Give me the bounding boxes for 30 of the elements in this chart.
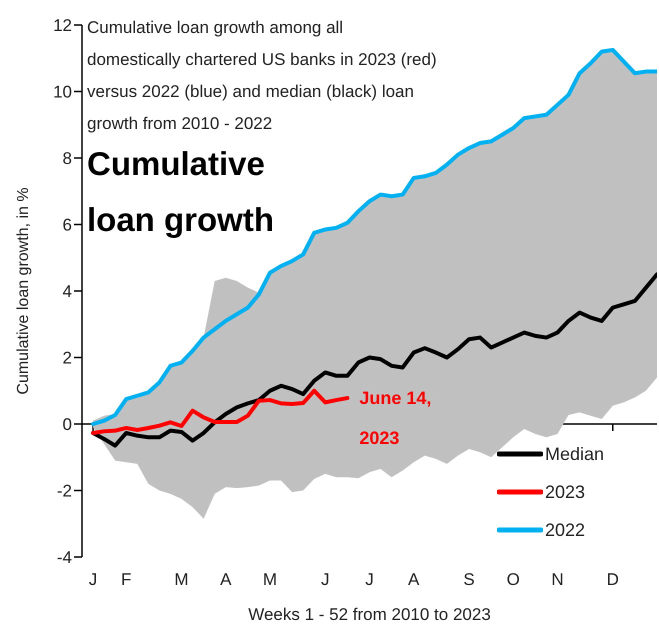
y-tick-label: 12 bbox=[53, 16, 72, 36]
x-tick-label: M bbox=[174, 570, 189, 590]
y-axis-title: Cumulative loan growth, in % bbox=[15, 187, 32, 395]
y-tick-label: -2 bbox=[56, 482, 72, 501]
x-tick-label: J bbox=[321, 570, 330, 590]
y-tick-label: 8 bbox=[62, 149, 72, 168]
y-tick-label: 6 bbox=[62, 216, 72, 235]
x-axis-title: Weeks 1 - 52 from 2010 to 2023 bbox=[248, 605, 491, 624]
x-tick-label: A bbox=[408, 570, 420, 590]
y-tick-label: 4 bbox=[62, 282, 72, 302]
y-tick-label: -4 bbox=[56, 548, 72, 568]
legend-label: 2022 bbox=[544, 520, 585, 540]
legend-label: 2023 bbox=[544, 482, 585, 502]
annotation: June 14, 2023 bbox=[359, 387, 432, 450]
x-tick-label: J bbox=[365, 570, 374, 590]
y-tick-label: 2 bbox=[62, 348, 72, 368]
x-tick-label: O bbox=[506, 570, 520, 590]
x-tick-label: J bbox=[88, 570, 98, 590]
x-tick-label: F bbox=[121, 570, 132, 590]
y-tick-label: 0 bbox=[62, 415, 72, 434]
text: Cumulative loan growth bbox=[87, 144, 275, 240]
x-tick-label: M bbox=[262, 570, 278, 590]
line-series bbox=[91, 388, 350, 435]
x-tick-label: A bbox=[220, 570, 232, 590]
text: Cumulative loan growth among all domestically chartered US banks in 2023 (red) versus 2022 (blue) and median (black) loan growth from 2010 - 2022 bbox=[87, 17, 437, 135]
y-tick-label: 10 bbox=[53, 82, 72, 102]
x-tick-label: S bbox=[463, 570, 475, 590]
x-tick-label: N bbox=[551, 570, 564, 590]
legend-label: Median bbox=[544, 444, 604, 464]
x-tick-label: D bbox=[606, 570, 619, 590]
